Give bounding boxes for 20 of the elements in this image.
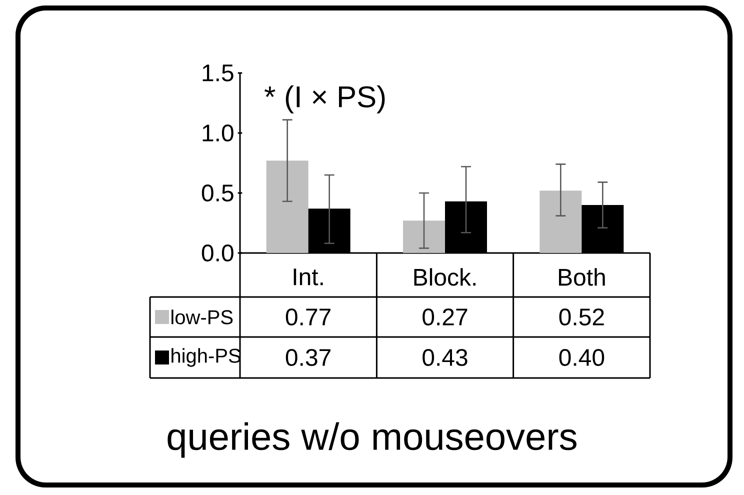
y-tick-label: 1.0 <box>202 124 234 142</box>
data-label: 0.43 <box>422 349 468 366</box>
data-label: 0.40 <box>559 349 604 366</box>
annotation: * (I × PS) <box>264 85 385 114</box>
data-label: 0.77 <box>286 308 330 326</box>
legend-label: low-PS <box>172 310 233 324</box>
y-tick-label: 0.5 <box>202 184 234 202</box>
bar <box>266 160 308 253</box>
y-tick-label: 1.5 <box>202 64 234 82</box>
text: queries w/o mouseovers <box>168 422 576 458</box>
y-tick-label: 0.0 <box>202 244 234 262</box>
x-tick-label: Block. <box>414 268 476 286</box>
data-label: 0.27 <box>422 308 468 326</box>
legend-label: high-PS <box>172 348 240 367</box>
bar <box>540 190 582 253</box>
x-tick-label: Both <box>558 268 605 286</box>
x-tick-label: Int. <box>294 268 323 286</box>
data-label: 0.52 <box>559 308 604 326</box>
bar <box>403 220 445 253</box>
data-label: 0.37 <box>286 349 330 366</box>
